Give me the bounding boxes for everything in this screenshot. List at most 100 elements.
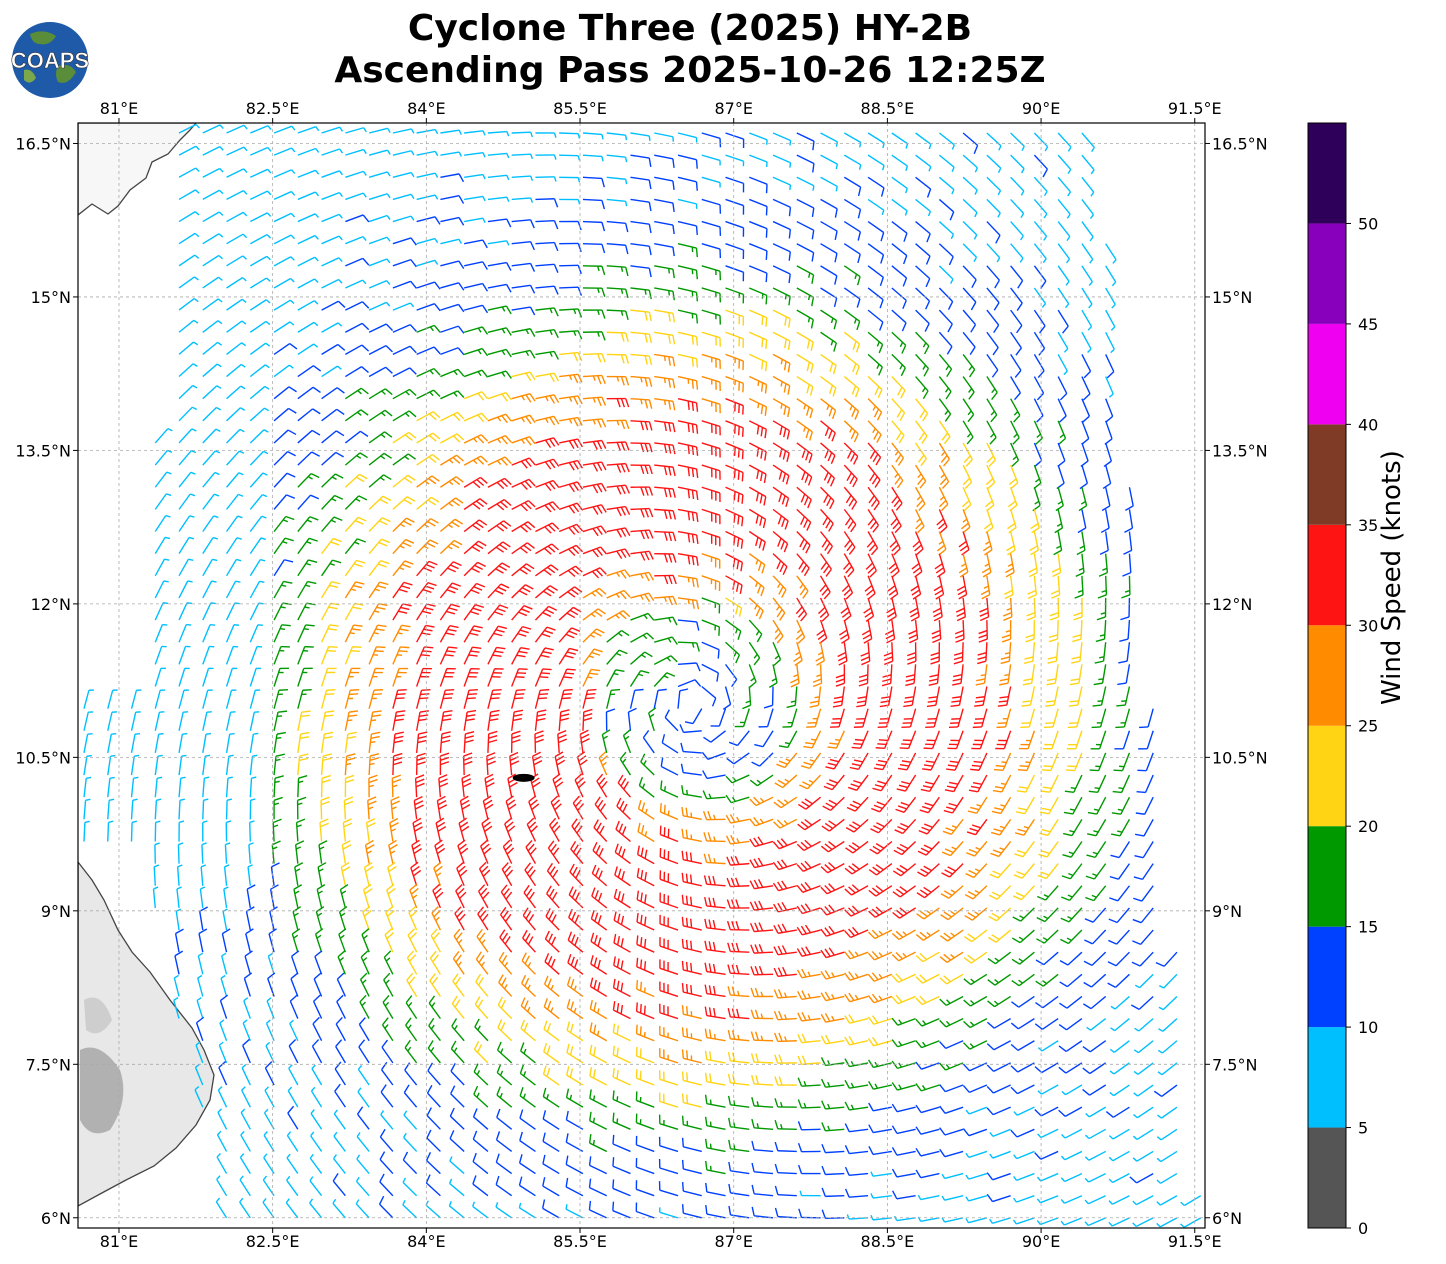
wind-barb — [915, 973, 940, 984]
wind-barb — [1015, 796, 1036, 815]
wind-barb — [776, 752, 798, 769]
wind-barb — [867, 972, 893, 982]
wind-barb — [221, 952, 228, 975]
wind-barb — [216, 1175, 228, 1197]
wind-barb — [1019, 730, 1036, 750]
wind-barb — [415, 731, 428, 753]
wind-barb — [567, 954, 584, 975]
wind-barb — [1002, 597, 1013, 621]
wind-barb — [462, 752, 473, 776]
wind-barb — [463, 476, 488, 489]
colorbar-segment — [1308, 123, 1346, 224]
wind-barb — [962, 1084, 988, 1093]
wind-barb — [321, 170, 344, 178]
wind-barb — [463, 519, 488, 533]
wind-barb — [416, 259, 439, 267]
wind-barb — [511, 131, 533, 138]
wind-barb — [345, 127, 367, 134]
wind-barb — [614, 843, 631, 865]
wind-barb — [773, 796, 798, 809]
wind-barb — [249, 820, 255, 842]
wind-barb — [297, 472, 320, 488]
wind-barb — [345, 279, 367, 289]
wind-barb — [1060, 1172, 1083, 1183]
wind-barb — [582, 608, 606, 621]
colorbar-tick-label: 0 — [1358, 1219, 1368, 1238]
wind-barb — [654, 442, 676, 455]
wind-barb — [403, 1132, 418, 1152]
wind-barb — [933, 575, 945, 600]
wind-barb — [1085, 885, 1107, 902]
wind-barb — [1010, 1128, 1035, 1138]
wind-barb — [1010, 376, 1021, 401]
wind-barb — [986, 331, 999, 356]
wind-barb — [333, 1109, 346, 1130]
colorbar-tick-label: 20 — [1358, 817, 1378, 836]
wind-barb — [542, 1199, 560, 1219]
wind-barb — [226, 124, 248, 134]
wind-barb — [820, 220, 838, 241]
wind-barb — [355, 1199, 370, 1219]
wind-barb — [383, 950, 394, 975]
wind-barb — [701, 198, 722, 214]
wind-barb — [915, 995, 940, 1006]
wind-barb — [870, 1171, 892, 1177]
wind-barb — [487, 625, 508, 643]
wind-barb — [591, 864, 608, 887]
wind-barb — [1089, 752, 1107, 772]
wind-barb — [463, 282, 489, 292]
wind-barb — [297, 559, 318, 577]
wind-barb — [178, 623, 192, 643]
wind-barb — [819, 553, 832, 577]
wind-barb — [262, 1198, 275, 1219]
wind-barb — [392, 388, 417, 400]
wind-barb — [635, 1135, 655, 1153]
wind-barb — [464, 152, 486, 158]
wind-barb — [336, 994, 346, 1019]
wind-barb — [273, 753, 285, 776]
wind-barb — [894, 818, 917, 835]
wind-barb — [178, 123, 200, 134]
wind-barb — [321, 300, 346, 311]
wind-barb — [559, 176, 581, 183]
wind-barb — [820, 353, 837, 375]
wind-barb — [511, 584, 534, 599]
wind-barb — [1025, 620, 1036, 643]
wind-barb — [966, 841, 988, 857]
wind-barb — [748, 575, 765, 597]
wind-barb — [881, 664, 893, 687]
wind-barb — [478, 861, 491, 887]
wind-barb — [559, 351, 583, 362]
wind-barb — [426, 1107, 441, 1130]
wind-barb — [796, 946, 821, 957]
wind-barb — [1030, 509, 1040, 534]
wind-barb — [389, 817, 399, 842]
wind-barb — [1033, 154, 1048, 178]
wind-barb — [226, 342, 247, 355]
wind-barb — [368, 688, 384, 709]
wind-barb — [606, 505, 631, 517]
wind-barb — [677, 486, 699, 500]
wind-barb — [832, 686, 846, 708]
wind-barb — [359, 972, 370, 997]
wind-barb — [1057, 331, 1069, 353]
wind-barb — [1134, 1018, 1154, 1032]
wind-barb — [1133, 1040, 1154, 1054]
wind-barb — [408, 906, 418, 931]
wind-barb — [705, 1160, 726, 1175]
wind-barb — [962, 243, 978, 262]
wind-barb — [473, 1085, 489, 1108]
wind-barb — [178, 798, 185, 820]
wind-barb — [725, 464, 744, 482]
wind-barb — [425, 1151, 441, 1175]
wind-barb — [1081, 198, 1095, 219]
wind-barb — [433, 861, 443, 887]
wind-barb — [1057, 198, 1071, 219]
wind-barb — [1010, 1084, 1035, 1095]
wind-barb — [381, 1039, 394, 1064]
wind-barb — [701, 132, 722, 148]
wind-barb — [677, 508, 699, 522]
wind-barb — [1157, 1040, 1178, 1054]
wind-barb — [202, 711, 212, 731]
wind-barb — [820, 947, 845, 959]
